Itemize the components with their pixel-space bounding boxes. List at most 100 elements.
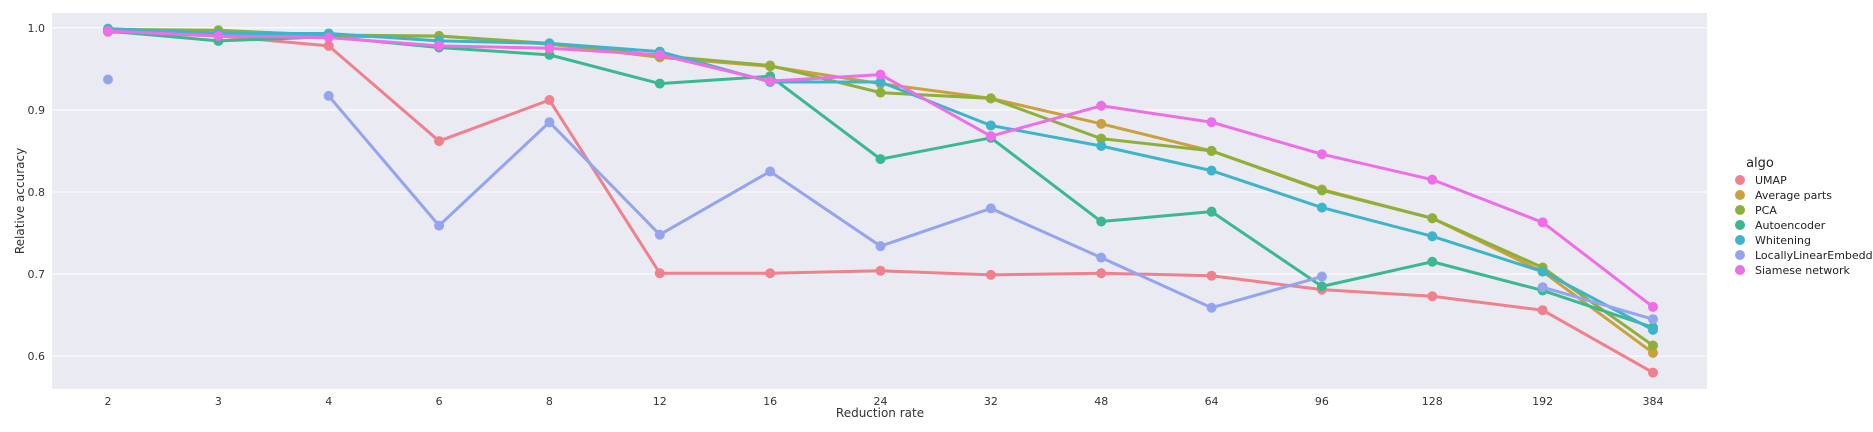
x-tick-label: 2 (105, 395, 112, 408)
data-point (1316, 271, 1327, 282)
data-point (103, 26, 113, 37)
y-tick-label: 0.9 (28, 104, 46, 117)
y-tick-labels: 0.6 0.7 0.8 0.9 1.0 (28, 22, 46, 363)
x-tick-label: 4 (325, 395, 332, 408)
series-layer (103, 23, 1658, 378)
y-axis-label: Relative accuracy (13, 148, 27, 254)
x-tick-label: 48 (1094, 395, 1108, 408)
data-point (434, 136, 445, 147)
series-line (1542, 285, 1654, 321)
data-point (1427, 291, 1438, 302)
x-axis-label: Reduction rate (836, 406, 924, 420)
legend-marker (1735, 265, 1745, 275)
plot-background (52, 13, 1707, 389)
data-point (985, 269, 996, 280)
data-point (875, 76, 886, 87)
data-point (765, 60, 776, 71)
data-point (985, 203, 996, 214)
x-tick-label: 24 (874, 395, 888, 408)
series-locallylinearembedding (103, 74, 1658, 325)
data-point (765, 268, 776, 279)
data-point (654, 78, 665, 89)
data-point (1648, 367, 1658, 378)
data-point (1096, 252, 1107, 263)
data-point (1096, 133, 1107, 144)
data-point (1427, 213, 1438, 224)
data-point (1096, 216, 1107, 227)
x-tick-label: 128 (1422, 395, 1443, 408)
data-point (213, 30, 224, 41)
x-tick-labels: 2 3 4 6 8 12 16 24 32 48 64 96 128 192 384 (105, 395, 1664, 408)
y-tick-label: 1.0 (28, 22, 46, 35)
data-point (1648, 340, 1658, 351)
x-tick-label: 8 (546, 395, 553, 408)
data-point (1648, 347, 1658, 358)
data-point (1206, 302, 1217, 313)
data-point (1316, 281, 1327, 292)
data-point (1206, 117, 1217, 128)
data-point (1206, 206, 1217, 217)
data-point (875, 265, 886, 276)
legend-marker (1735, 205, 1745, 215)
x-tick-label: 3 (215, 395, 222, 408)
legend-title: algo (1746, 156, 1774, 171)
data-point (985, 93, 996, 104)
data-point (1096, 268, 1107, 279)
data-point (1648, 314, 1658, 325)
data-point (1537, 217, 1548, 228)
data-point (1427, 174, 1438, 185)
x-tick-label: 32 (984, 395, 998, 408)
legend-marker (1735, 235, 1745, 245)
legend-label: Autoencoder (1755, 219, 1826, 232)
legend-label: Average parts (1755, 189, 1832, 202)
data-point (1427, 231, 1438, 242)
series-siamese-network (103, 26, 1658, 312)
data-point (1648, 324, 1658, 335)
data-point (544, 95, 555, 106)
legend-marker (1735, 220, 1745, 230)
x-tick-label: 12 (653, 395, 667, 408)
data-point (1316, 185, 1327, 196)
series-line (327, 94, 1323, 310)
data-point (434, 40, 445, 51)
data-point (544, 43, 555, 54)
data-point (103, 74, 113, 85)
data-point (1316, 149, 1327, 160)
legend: algo UMAP Average parts PCA Autoencoder Whit… (1735, 156, 1873, 277)
data-point (765, 166, 776, 177)
y-tick-label: 0.7 (28, 268, 46, 281)
y-tick-label: 0.8 (28, 186, 46, 199)
y-tick-label: 0.6 (28, 350, 46, 363)
legend-label: LocallyLinearEmbedding (1755, 249, 1873, 262)
legend-label: Siamese network (1755, 264, 1851, 277)
legend-marker (1735, 175, 1745, 185)
x-tick-label: 64 (1205, 395, 1219, 408)
data-point (1648, 301, 1658, 312)
data-point (544, 117, 555, 128)
data-point (654, 268, 665, 279)
legend-label: UMAP (1755, 174, 1787, 187)
data-point (1537, 282, 1548, 293)
legend-marker (1735, 190, 1745, 200)
data-point (1096, 118, 1107, 129)
legend-label: Whitening (1755, 234, 1811, 247)
data-point (1537, 266, 1548, 277)
data-point (323, 40, 334, 51)
x-tick-label: 96 (1315, 395, 1329, 408)
data-point (1316, 202, 1327, 213)
data-point (875, 241, 886, 252)
x-tick-label: 6 (436, 395, 443, 408)
legend-label: PCA (1755, 204, 1777, 217)
legend-marker (1735, 250, 1745, 260)
data-point (323, 90, 334, 101)
data-point (654, 49, 665, 60)
x-tick-label: 384 (1643, 395, 1664, 408)
x-tick-label: 192 (1532, 395, 1553, 408)
data-point (323, 32, 334, 43)
data-point (1096, 140, 1107, 151)
data-point (875, 69, 886, 80)
x-tick-label: 16 (763, 395, 777, 408)
data-point (434, 220, 445, 231)
data-point (1206, 165, 1217, 176)
